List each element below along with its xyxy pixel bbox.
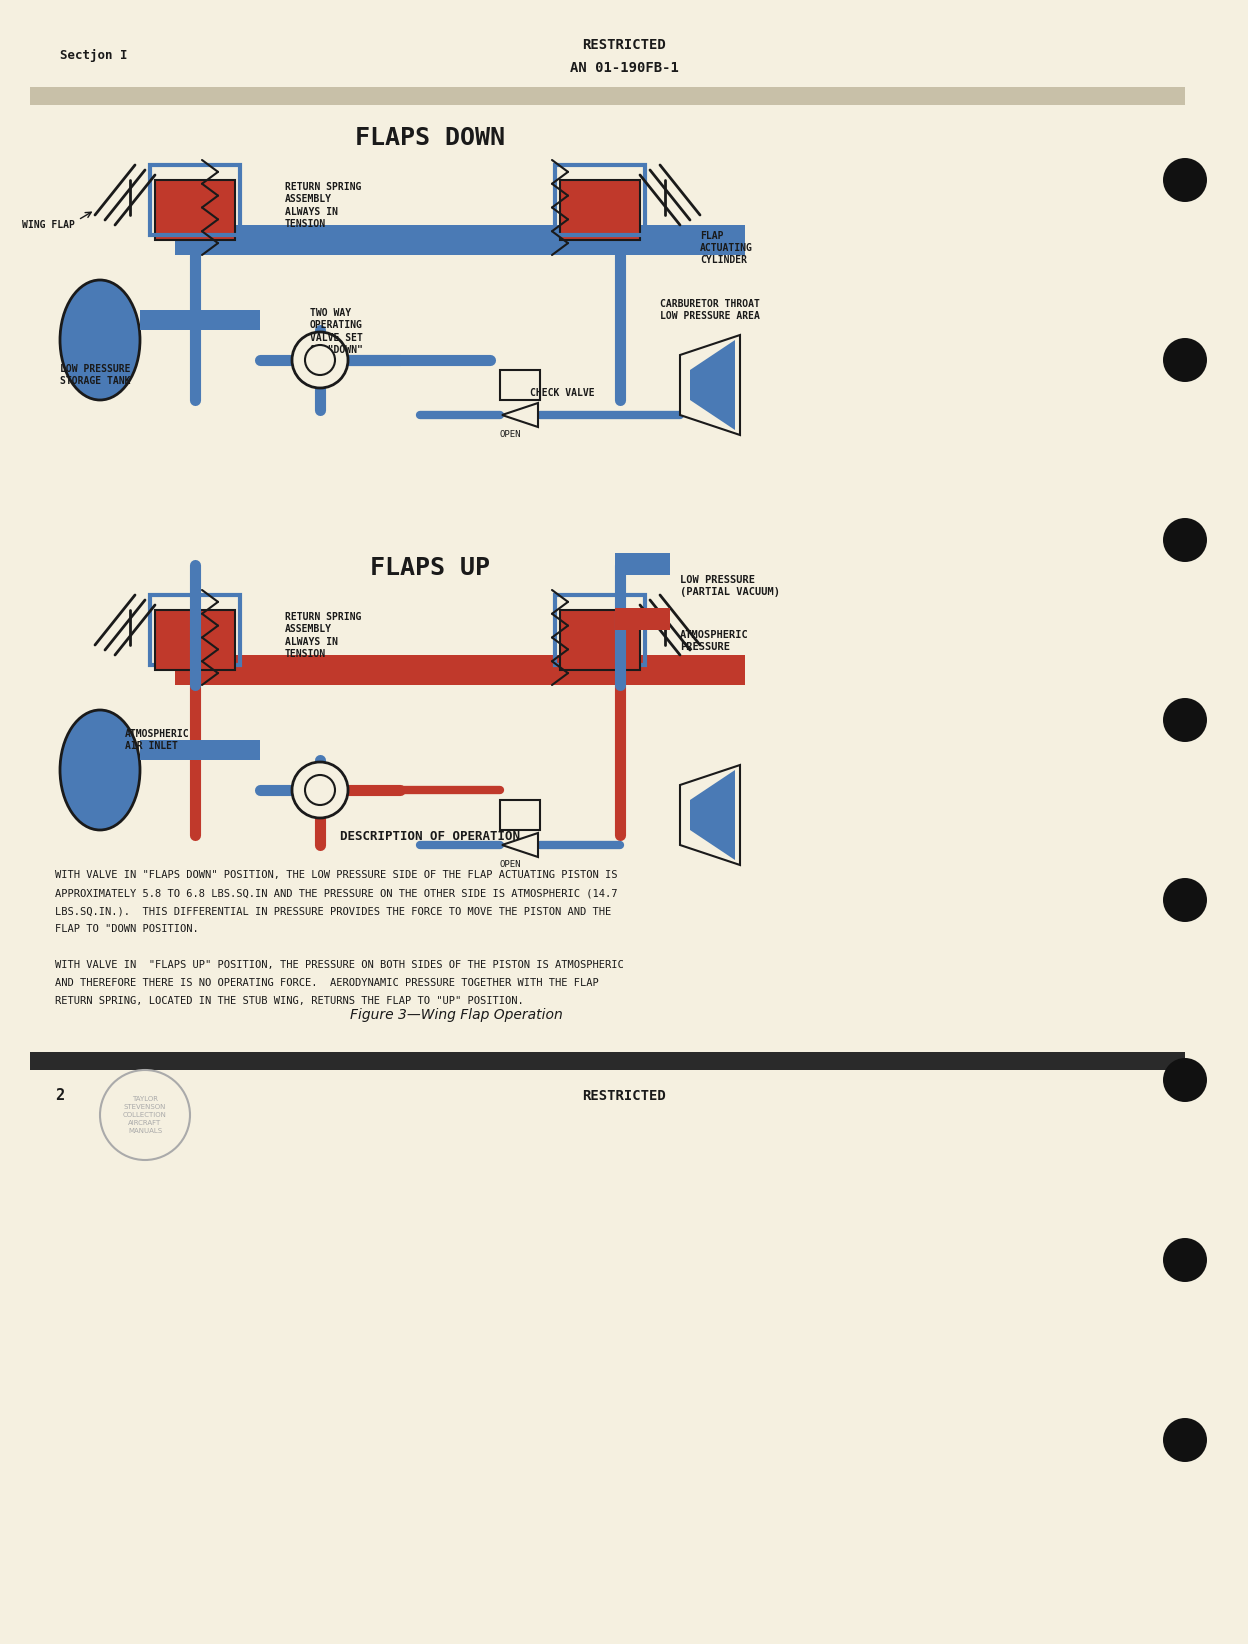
Bar xyxy=(560,610,640,671)
Circle shape xyxy=(305,345,334,375)
Bar xyxy=(30,1052,1186,1070)
Text: LOW PRESSURE
STORAGE TANK: LOW PRESSURE STORAGE TANK xyxy=(60,363,131,386)
Text: FLAPS DOWN: FLAPS DOWN xyxy=(354,127,505,150)
Text: FLAP TO "DOWN POSITION.: FLAP TO "DOWN POSITION. xyxy=(55,924,198,934)
Circle shape xyxy=(1163,339,1207,381)
Text: WING FLAP: WING FLAP xyxy=(22,220,75,230)
Text: WITH VALVE IN  "FLAPS UP" POSITION, THE PRESSURE ON BOTH SIDES OF THE PISTON IS : WITH VALVE IN "FLAPS UP" POSITION, THE P… xyxy=(55,960,624,970)
Bar xyxy=(30,87,1186,105)
Text: ATMOSPHERIC
PRESSURE: ATMOSPHERIC PRESSURE xyxy=(680,630,749,653)
Circle shape xyxy=(1163,1419,1207,1462)
Bar xyxy=(555,595,645,666)
Bar xyxy=(155,610,235,671)
Ellipse shape xyxy=(60,279,140,399)
Text: RETURN SPRING
ASSEMBLY
ALWAYS IN
TENSION: RETURN SPRING ASSEMBLY ALWAYS IN TENSION xyxy=(285,612,362,659)
Text: LOW PRESSURE
(PARTIAL VACUUM): LOW PRESSURE (PARTIAL VACUUM) xyxy=(680,575,780,597)
Polygon shape xyxy=(690,769,735,860)
Bar xyxy=(500,801,540,830)
Bar xyxy=(175,225,745,255)
Polygon shape xyxy=(690,340,735,431)
Text: Figure 3—Wing Flap Operation: Figure 3—Wing Flap Operation xyxy=(349,1008,563,1023)
Bar xyxy=(140,740,260,760)
Text: RETURN SPRING
ASSEMBLY
ALWAYS IN
TENSION: RETURN SPRING ASSEMBLY ALWAYS IN TENSION xyxy=(285,182,362,229)
Polygon shape xyxy=(680,335,740,436)
Circle shape xyxy=(292,332,348,388)
Text: CHECK VALVE: CHECK VALVE xyxy=(530,388,594,398)
Text: ATMOSPHERIC
AIR INLET: ATMOSPHERIC AIR INLET xyxy=(125,728,190,751)
Text: LBS.SQ.IN.).  THIS DIFFERENTIAL IN PRESSURE PROVIDES THE FORCE TO MOVE THE PISTO: LBS.SQ.IN.). THIS DIFFERENTIAL IN PRESSU… xyxy=(55,906,612,916)
Bar xyxy=(615,552,670,575)
Bar xyxy=(615,608,670,630)
Circle shape xyxy=(1163,518,1207,562)
Bar xyxy=(560,179,640,240)
Circle shape xyxy=(292,763,348,819)
Text: DESCRIPTION OF OPERATION: DESCRIPTION OF OPERATION xyxy=(339,830,520,843)
Bar xyxy=(150,164,240,235)
Text: FLAP
ACTUATING
CYLINDER: FLAP ACTUATING CYLINDER xyxy=(700,230,753,265)
Text: CARBURETOR THROAT
LOW PRESSURE AREA: CARBURETOR THROAT LOW PRESSURE AREA xyxy=(660,299,760,321)
Bar xyxy=(140,311,260,330)
Circle shape xyxy=(1163,878,1207,922)
Text: APPROXIMATELY 5.8 TO 6.8 LBS.SQ.IN AND THE PRESSURE ON THE OTHER SIDE IS ATMOSPH: APPROXIMATELY 5.8 TO 6.8 LBS.SQ.IN AND T… xyxy=(55,888,618,898)
Text: FLAPS UP: FLAPS UP xyxy=(369,556,490,580)
Text: 2: 2 xyxy=(55,1088,64,1103)
Circle shape xyxy=(1163,1059,1207,1101)
Text: RESTRICTED: RESTRICTED xyxy=(582,38,666,53)
Text: RESTRICTED: RESTRICTED xyxy=(582,1088,666,1103)
Circle shape xyxy=(1163,1238,1207,1282)
Bar xyxy=(155,179,235,240)
Bar xyxy=(555,164,645,235)
Bar xyxy=(500,370,540,399)
Text: RETURN SPRING, LOCATED IN THE STUB WING, RETURNS THE FLAP TO "UP" POSITION.: RETURN SPRING, LOCATED IN THE STUB WING,… xyxy=(55,996,524,1006)
Text: TAYLOR
STEVENSON
COLLECTION
AIRCRAFT
MANUALS: TAYLOR STEVENSON COLLECTION AIRCRAFT MAN… xyxy=(124,1097,167,1134)
Bar xyxy=(175,654,745,686)
Text: TWO WAY
OPERATING
VALVE SET
ON "DOWN": TWO WAY OPERATING VALVE SET ON "DOWN" xyxy=(310,307,363,355)
Polygon shape xyxy=(680,764,740,865)
Circle shape xyxy=(1163,699,1207,741)
Bar xyxy=(150,595,240,666)
Text: AND THEREFORE THERE IS NO OPERATING FORCE.  AERODYNAMIC PRESSURE TOGETHER WITH T: AND THEREFORE THERE IS NO OPERATING FORC… xyxy=(55,978,599,988)
Text: OPEN: OPEN xyxy=(499,431,520,439)
Circle shape xyxy=(1163,158,1207,202)
Text: AN 01-190FB-1: AN 01-190FB-1 xyxy=(569,61,679,76)
Circle shape xyxy=(305,774,334,806)
Text: WITH VALVE IN "FLAPS DOWN" POSITION, THE LOW PRESSURE SIDE OF THE FLAP ACTUATING: WITH VALVE IN "FLAPS DOWN" POSITION, THE… xyxy=(55,870,618,880)
Polygon shape xyxy=(502,834,538,857)
Ellipse shape xyxy=(60,710,140,830)
Polygon shape xyxy=(502,403,538,427)
Text: OPEN: OPEN xyxy=(499,860,520,870)
Text: Sectjon I: Sectjon I xyxy=(60,49,127,61)
